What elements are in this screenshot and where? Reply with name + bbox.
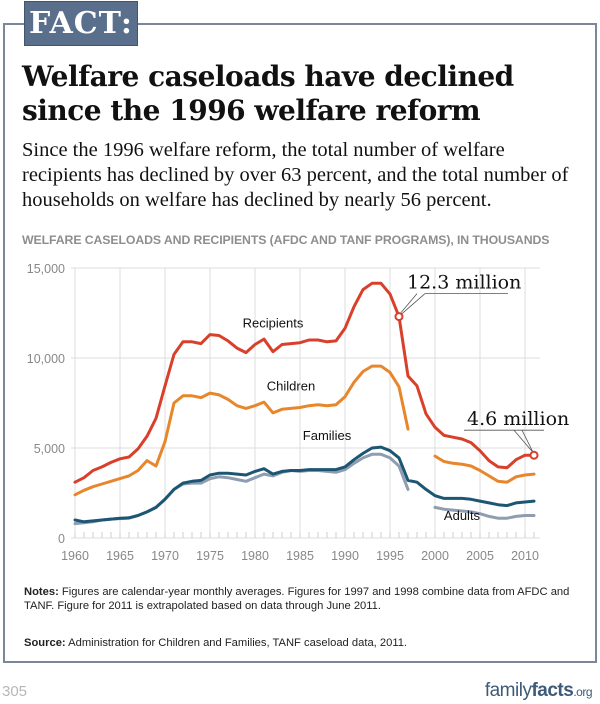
line-chart: 0 5,000 10,000 15,000 1960 1965 1970 1975 1980 19… [27, 262, 570, 563]
x-tick-label: 1975 [196, 549, 224, 563]
logo-part-family: family [484, 680, 532, 701]
annotation-leader [513, 429, 533, 452]
headline: Welfare caseloads have declined since th… [22, 60, 514, 127]
source-label: Source: [24, 637, 66, 649]
annotation-leader [400, 293, 426, 315]
series-label-families: Families [303, 428, 352, 443]
chart-title: WELFARE CASELOADS AND RECIPIENTS (AFDC A… [22, 233, 550, 247]
notes: Notes: Figures are calendar-year monthly… [24, 585, 584, 613]
y-tick-label: 10,000 [27, 352, 65, 366]
notes-text: Figures are calendar-year monthly averag… [24, 586, 570, 612]
x-tick-label: 2000 [421, 549, 449, 563]
x-tick-label: 2005 [466, 549, 494, 563]
familyfacts-logo[interactable]: familyfacts.org [484, 680, 593, 702]
fact-badge: FACT: [24, 1, 138, 46]
subtitle: Since the 1996 welfare reform, the total… [22, 139, 569, 211]
annotation-leader [521, 430, 534, 453]
source-text: Administration for Children and Families… [65, 637, 408, 649]
series-label-children: Children [267, 378, 315, 393]
series-line-recipients [73, 281, 536, 484]
frame-border [3, 23, 597, 663]
series-line-children [433, 454, 536, 484]
x-tick-label: 1970 [151, 549, 179, 563]
series-label-adults: Adults [444, 508, 481, 523]
annotation-marker [529, 450, 539, 460]
x-tick-label: 2010 [511, 549, 539, 563]
annotation-leader [400, 293, 418, 313]
y-tick-label: 15,000 [27, 262, 65, 276]
logo-part-org: .org [573, 685, 592, 699]
x-tick-label: 1980 [241, 549, 269, 563]
notes-label: Notes: [24, 586, 59, 598]
x-tick-label: 1965 [106, 549, 134, 563]
source: Source: Administration for Children and … [24, 637, 584, 649]
series-line-adults [73, 452, 410, 526]
x-tick-label: 1985 [286, 549, 314, 563]
annotation-label: 12.3 million [407, 272, 521, 294]
y-tick-label: 0 [58, 532, 65, 546]
annotation-marker [394, 312, 404, 322]
y-tick-label: 5,000 [34, 442, 65, 456]
annotation-label: 4.6 million [467, 408, 569, 430]
series-line-adults [433, 505, 536, 520]
logo-part-facts: facts [531, 680, 574, 701]
series-line-families [73, 445, 536, 524]
x-tick-label: 1990 [331, 549, 359, 563]
x-tick-label: 1995 [376, 549, 404, 563]
x-tick-label: 1960 [61, 549, 89, 563]
series-label-recipients: Recipients [243, 315, 304, 330]
series-line-children [73, 364, 410, 497]
page-number: 305 [2, 683, 28, 700]
